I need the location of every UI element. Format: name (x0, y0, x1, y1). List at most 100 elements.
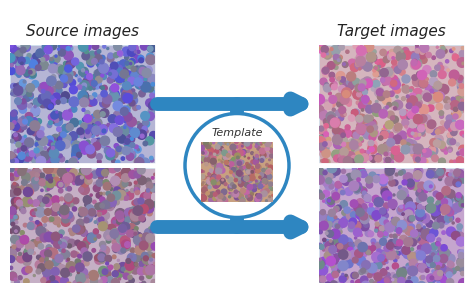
Circle shape (121, 89, 126, 93)
Circle shape (122, 47, 131, 56)
Circle shape (127, 153, 134, 160)
Circle shape (455, 176, 457, 179)
Circle shape (94, 221, 97, 223)
Circle shape (134, 199, 140, 205)
Circle shape (153, 91, 155, 93)
Circle shape (66, 63, 72, 68)
Circle shape (11, 89, 19, 96)
Circle shape (115, 74, 124, 83)
Circle shape (236, 194, 242, 200)
Circle shape (402, 84, 405, 87)
Circle shape (368, 100, 371, 104)
Circle shape (405, 208, 414, 217)
Circle shape (33, 168, 39, 174)
Circle shape (103, 168, 109, 174)
Circle shape (270, 151, 273, 153)
Circle shape (422, 158, 428, 165)
Circle shape (201, 145, 203, 148)
Circle shape (379, 136, 383, 140)
Circle shape (441, 245, 447, 251)
Circle shape (141, 112, 149, 120)
Circle shape (358, 102, 365, 109)
Circle shape (362, 89, 367, 95)
Circle shape (26, 170, 32, 176)
Circle shape (87, 233, 95, 242)
Circle shape (449, 218, 452, 221)
Circle shape (53, 217, 61, 225)
Circle shape (461, 100, 464, 102)
Circle shape (40, 250, 49, 258)
Circle shape (67, 258, 70, 261)
Circle shape (92, 80, 94, 83)
Circle shape (331, 84, 337, 90)
Circle shape (402, 48, 409, 54)
Circle shape (51, 170, 59, 178)
Circle shape (131, 55, 139, 63)
Circle shape (360, 97, 366, 104)
Circle shape (46, 85, 51, 90)
Circle shape (120, 60, 127, 67)
Circle shape (8, 213, 14, 218)
Circle shape (445, 177, 454, 186)
Circle shape (33, 157, 36, 160)
Circle shape (244, 176, 249, 181)
Circle shape (351, 110, 358, 116)
Circle shape (360, 137, 363, 140)
Circle shape (146, 85, 154, 92)
Circle shape (416, 250, 419, 254)
Circle shape (402, 142, 411, 151)
Circle shape (53, 175, 55, 177)
Circle shape (404, 210, 413, 219)
Circle shape (59, 156, 64, 162)
Circle shape (202, 196, 205, 199)
Circle shape (248, 194, 251, 196)
Circle shape (411, 181, 420, 190)
Circle shape (128, 261, 136, 268)
Circle shape (8, 208, 16, 216)
Circle shape (48, 149, 57, 158)
Circle shape (361, 266, 369, 274)
Circle shape (29, 93, 33, 97)
Circle shape (55, 81, 63, 89)
Circle shape (118, 98, 124, 103)
Circle shape (452, 54, 459, 61)
Circle shape (366, 106, 373, 113)
Circle shape (10, 64, 13, 67)
Circle shape (70, 267, 75, 272)
Circle shape (239, 144, 243, 149)
Circle shape (44, 147, 47, 149)
Circle shape (361, 139, 364, 142)
Circle shape (360, 222, 369, 231)
Circle shape (388, 175, 393, 180)
Circle shape (90, 96, 93, 99)
Circle shape (73, 198, 79, 204)
Circle shape (67, 282, 72, 283)
Circle shape (133, 206, 143, 215)
Circle shape (348, 115, 355, 121)
Circle shape (353, 185, 360, 192)
Circle shape (109, 72, 116, 80)
Circle shape (51, 143, 55, 146)
Circle shape (70, 230, 75, 235)
Circle shape (120, 236, 130, 246)
Circle shape (449, 205, 456, 213)
Circle shape (405, 202, 415, 212)
Circle shape (372, 103, 381, 113)
Circle shape (40, 173, 45, 178)
Circle shape (96, 154, 102, 160)
Circle shape (417, 62, 422, 67)
Circle shape (30, 121, 40, 131)
Circle shape (145, 130, 148, 133)
Circle shape (123, 273, 129, 279)
Circle shape (247, 139, 253, 145)
Circle shape (82, 83, 86, 88)
Circle shape (447, 209, 454, 216)
Circle shape (431, 153, 435, 157)
Circle shape (242, 197, 243, 198)
Circle shape (245, 183, 249, 187)
Circle shape (24, 177, 30, 183)
Circle shape (410, 87, 414, 91)
Circle shape (237, 164, 241, 167)
Circle shape (383, 91, 390, 97)
Circle shape (38, 228, 48, 238)
